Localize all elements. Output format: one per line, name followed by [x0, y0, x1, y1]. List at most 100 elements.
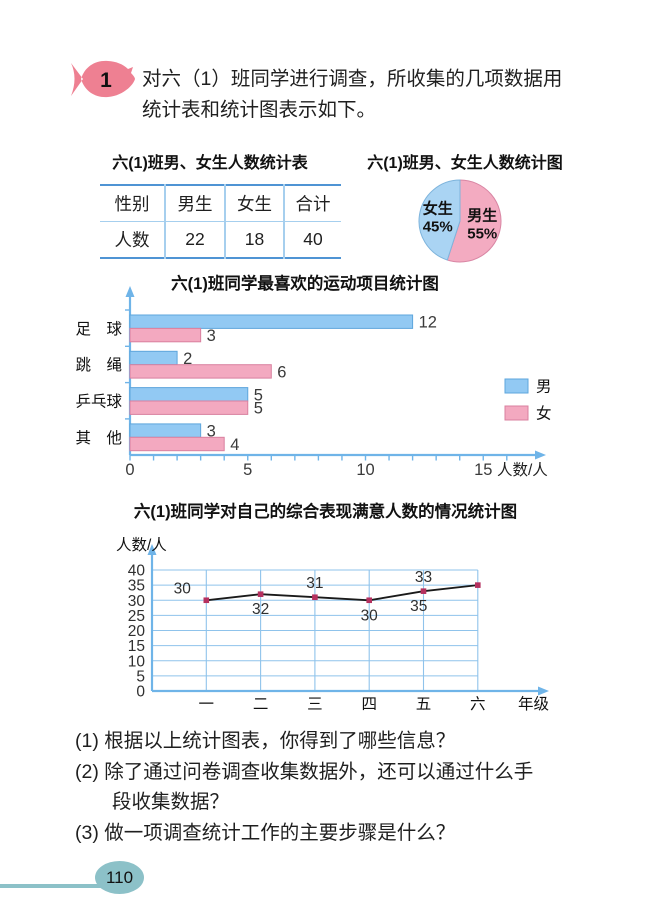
bar-segment [129, 423, 202, 438]
table-cell: 人数 [114, 230, 150, 250]
table-cell: 40 [283, 221, 341, 258]
table-header-row: 性别 男生 女生 合计 [100, 185, 341, 222]
table-title: 六(1)班男、女生人数统计表 [112, 155, 308, 172]
pie-slice [446, 179, 502, 263]
line-chart: 0510152025303540人数/人年级一二三四五六303231303335 [116, 536, 549, 713]
data-point-label: 30 [361, 607, 379, 624]
pie-slice-label: 男生 55% [467, 207, 497, 243]
bar-category-label: 乒乓球 [75, 393, 122, 411]
y-axis-arrow [125, 286, 135, 297]
legend-label: 男 [536, 379, 552, 396]
x-axis-unit-label: 人数/人 [497, 461, 548, 479]
y-tick-label: 10 [128, 653, 146, 670]
pie-slice [418, 179, 461, 261]
data-point [312, 594, 318, 601]
pie-chart: 男生 55% 女生 45% [418, 179, 502, 263]
bar-segment [129, 436, 225, 452]
bar-segment [129, 350, 178, 366]
data-point [366, 597, 372, 604]
data-point-label: 30 [174, 580, 192, 597]
bar-value-label: 3 [207, 423, 216, 441]
x-category-label: 六 [470, 695, 486, 713]
bar-value-label: 12 [419, 314, 437, 332]
question-list: (1) 根据以上统计图表，你得到了哪些信息？ (2) 除了通过问卷调查收集数据外… [75, 726, 543, 849]
page-number: 110 [105, 867, 134, 887]
gender-count-table: 性别 男生 女生 合计 人数 22 18 40 [100, 184, 341, 259]
data-line [206, 584, 478, 602]
bar-chart-title: 六(1)班同学最喜欢的运动项目统计图 [171, 275, 439, 293]
x-category-label: 一 [199, 696, 215, 713]
bar-category-label: 跳 绳 [75, 356, 122, 374]
bar-category-label: 足 球 [75, 320, 122, 338]
intro-line-1: 对六（1）班同学进行调查，所收集的几项数据用 [142, 68, 563, 90]
data-point-label: 33 [415, 569, 432, 586]
fish-icon [71, 60, 135, 98]
x-category-label: 五 [416, 696, 432, 713]
x-tick-label: 0 [125, 461, 134, 479]
pie-label-value: 45% [423, 218, 453, 235]
question-2: (2) 除了通过问卷调查收集数据外，还可以通过什么手段收集数据？ [75, 761, 534, 813]
x-axis-arrow [535, 450, 546, 460]
y-tick-label: 30 [128, 593, 146, 610]
question-1: (1) 根据以上统计图表，你得到了哪些信息？ [75, 730, 456, 752]
table-cell: 合计 [283, 185, 341, 222]
bar-value-label: 4 [230, 436, 239, 454]
data-point-label: 32 [252, 601, 269, 618]
table-cell: 22 [164, 221, 225, 258]
x-category-label: 四 [361, 696, 377, 713]
legend-swatch [504, 378, 529, 394]
x-tick-label: 5 [243, 461, 252, 479]
legend-label: 女 [536, 404, 552, 423]
legend-swatch [504, 405, 529, 421]
page-number-pill: 110 [95, 861, 144, 894]
y-axis-unit-label: 人数/人 [116, 536, 167, 554]
pie-label-value: 55% [467, 226, 497, 243]
x-axis-unit-label: 年级 [518, 695, 549, 713]
pie-label-name: 男生 [467, 207, 497, 225]
y-tick-label: 15 [128, 638, 145, 655]
bar-value-label: 3 [207, 327, 216, 345]
x-category-label: 三 [307, 696, 323, 713]
y-tick-label: 40 [128, 563, 146, 580]
bar-value-label: 5 [254, 400, 263, 418]
footer-rule [0, 884, 119, 888]
bar-segment [129, 387, 249, 402]
y-axis-arrow [147, 544, 157, 555]
y-tick-label: 20 [128, 623, 146, 640]
bar-value-label: 5 [254, 386, 263, 404]
data-point [420, 588, 427, 594]
data-point [475, 582, 481, 588]
problem-number: 1 [100, 69, 112, 92]
x-tick-label: 10 [356, 461, 374, 479]
problem-number-badge: 1 [71, 60, 135, 98]
line-chart-title: 六(1)班同学对自己的综合表现满意人数的情况统计图 [133, 503, 518, 521]
y-tick-label: 25 [128, 608, 145, 625]
y-tick-label: 5 [136, 668, 145, 685]
table-cell: 18 [224, 221, 284, 258]
bar-value-label: 2 [183, 350, 192, 368]
y-tick-label: 35 [128, 578, 145, 595]
table-cell: 性别 [100, 185, 165, 222]
bar-segment [129, 364, 272, 379]
pie-label-name: 女生 [423, 199, 453, 217]
table-cell: 男生 [164, 185, 225, 222]
table-cell: 女生 [224, 185, 284, 222]
bar-segment [129, 400, 249, 415]
data-point-label: 31 [306, 575, 323, 592]
bar-segment [129, 314, 414, 329]
data-point [257, 591, 264, 597]
bar-value-label: 6 [277, 363, 286, 381]
question-3: (3) 做一项调查统计工作的主要步骤是什么？ [75, 822, 456, 844]
intro-text: 对六（1）班同学进行调查，所收集的几项数据用 统计表和统计图表示如下。 [142, 64, 612, 126]
x-axis-arrow [538, 686, 549, 696]
x-tick-label: 15 [474, 461, 492, 479]
data-point [203, 597, 210, 604]
table-data-row: 人数 22 18 40 [100, 221, 341, 258]
pie-chart-title: 六(1)班男、女生人数统计图 [367, 155, 563, 172]
intro-line-2: 统计表和统计图表示如下。 [142, 99, 377, 121]
x-category-label: 二 [253, 696, 269, 713]
bar-category-label: 其 他 [75, 429, 122, 447]
data-point-label: 35 [410, 598, 427, 615]
